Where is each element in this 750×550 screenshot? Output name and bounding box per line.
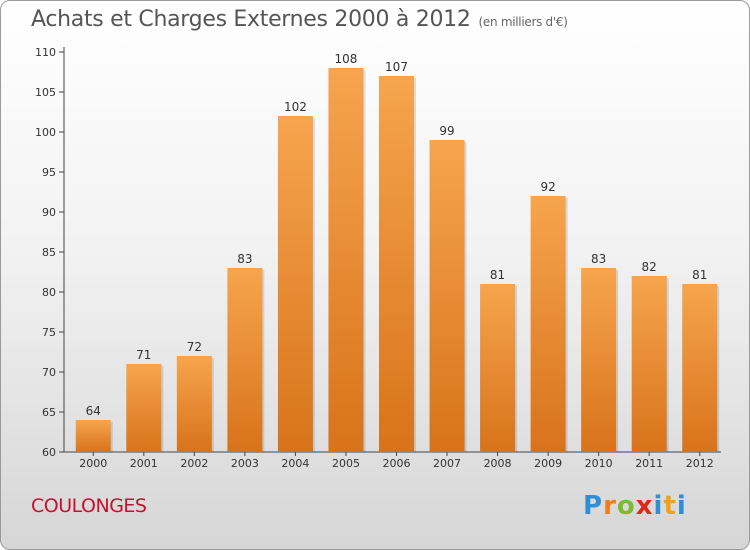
bar bbox=[429, 140, 465, 452]
chart-unit: (en milliers d'€) bbox=[478, 15, 568, 29]
logo-letter: i bbox=[653, 491, 664, 521]
bar-shadow bbox=[262, 270, 265, 452]
bar-value-label: 99 bbox=[439, 124, 454, 138]
bar-shadow bbox=[717, 286, 720, 452]
bar bbox=[631, 276, 667, 452]
logo-letter: x bbox=[635, 491, 654, 521]
x-tick-label: 2011 bbox=[635, 457, 663, 470]
bar-shadow bbox=[464, 142, 467, 452]
y-tick-label: 65 bbox=[42, 406, 56, 419]
chart-labels: 64 71 72 83 102 108 107 99 81 92 83 82 81 bbox=[86, 52, 708, 418]
bar bbox=[126, 364, 162, 452]
x-tick-label: 2006 bbox=[383, 457, 411, 470]
bar-shadow bbox=[616, 270, 619, 452]
logo-letter: t bbox=[663, 491, 677, 521]
x-tick-label: 2009 bbox=[534, 457, 562, 470]
x-tick-label: 2003 bbox=[231, 457, 259, 470]
bar-value-label: 108 bbox=[335, 52, 358, 66]
bar-shadow bbox=[414, 78, 416, 452]
bar bbox=[176, 356, 212, 452]
bar bbox=[530, 196, 566, 452]
logo-letter: P bbox=[583, 491, 604, 521]
bar-shadow bbox=[161, 366, 164, 452]
x-tick-label: 2007 bbox=[433, 457, 461, 470]
bar-value-label: 82 bbox=[642, 260, 657, 274]
bar bbox=[277, 116, 313, 452]
x-tick-label: 2000 bbox=[79, 457, 107, 470]
y-tick-label: 95 bbox=[42, 166, 56, 179]
bar bbox=[682, 284, 718, 452]
y-tick-label: 70 bbox=[42, 366, 56, 379]
x-tick-label: 2010 bbox=[585, 457, 613, 470]
y-tick-label: 75 bbox=[42, 326, 56, 339]
y-tick-label: 85 bbox=[42, 246, 56, 259]
bar-shadow bbox=[565, 198, 568, 452]
bar-value-label: 81 bbox=[490, 268, 505, 282]
bar-value-label: 71 bbox=[136, 348, 151, 362]
bar bbox=[328, 68, 364, 452]
y-tick-label: 105 bbox=[35, 86, 56, 99]
bar bbox=[379, 76, 414, 452]
bar-shadow bbox=[312, 118, 315, 452]
bar-value-label: 83 bbox=[591, 252, 606, 266]
bar-shadow bbox=[666, 278, 669, 452]
x-tick-label: 2005 bbox=[332, 457, 360, 470]
y-tick-label: 90 bbox=[42, 206, 56, 219]
bar-value-label: 72 bbox=[187, 340, 202, 354]
bar-value-label: 107 bbox=[385, 60, 408, 74]
bar-shadow bbox=[363, 70, 366, 452]
x-tick-label: 2008 bbox=[484, 457, 512, 470]
bar bbox=[75, 420, 111, 452]
place-name: COULONGES bbox=[31, 495, 147, 517]
chart-axes: 60 65 70 75 80 85 90 95 100 105 110 2000 2001 2002 200… bbox=[35, 46, 721, 470]
bar-value-label: 64 bbox=[86, 404, 101, 418]
x-tick-label: 2001 bbox=[130, 457, 158, 470]
chart-title: Achats et Charges Externes 2000 à 2012 (e… bbox=[31, 7, 568, 32]
proxiti-logo: Proxiti bbox=[583, 491, 687, 521]
bar-value-label: 102 bbox=[284, 100, 307, 114]
x-tick-label: 2012 bbox=[686, 457, 714, 470]
bar-shadow bbox=[515, 286, 518, 452]
bar-value-label: 83 bbox=[237, 252, 252, 266]
y-tick-label: 110 bbox=[35, 46, 56, 59]
bar bbox=[227, 268, 263, 452]
x-tick-label: 2004 bbox=[281, 457, 309, 470]
x-tick-label: 2002 bbox=[180, 457, 208, 470]
y-tick-label: 60 bbox=[42, 446, 56, 459]
y-tick-label: 100 bbox=[35, 126, 56, 139]
bar-value-label: 81 bbox=[692, 268, 707, 282]
logo-letter: i bbox=[676, 491, 687, 521]
y-tick-label: 80 bbox=[42, 286, 56, 299]
chart-bars bbox=[75, 68, 720, 452]
bar-shadow bbox=[110, 422, 113, 452]
bar-value-label: 92 bbox=[540, 180, 555, 194]
bar bbox=[480, 284, 516, 452]
bar-shadow bbox=[211, 358, 214, 452]
bar bbox=[581, 268, 617, 452]
logo-letter: o bbox=[616, 491, 636, 521]
chart-title-text: Achats et Charges Externes 2000 à 2012 bbox=[31, 7, 471, 32]
logo-letter: r bbox=[603, 491, 617, 521]
